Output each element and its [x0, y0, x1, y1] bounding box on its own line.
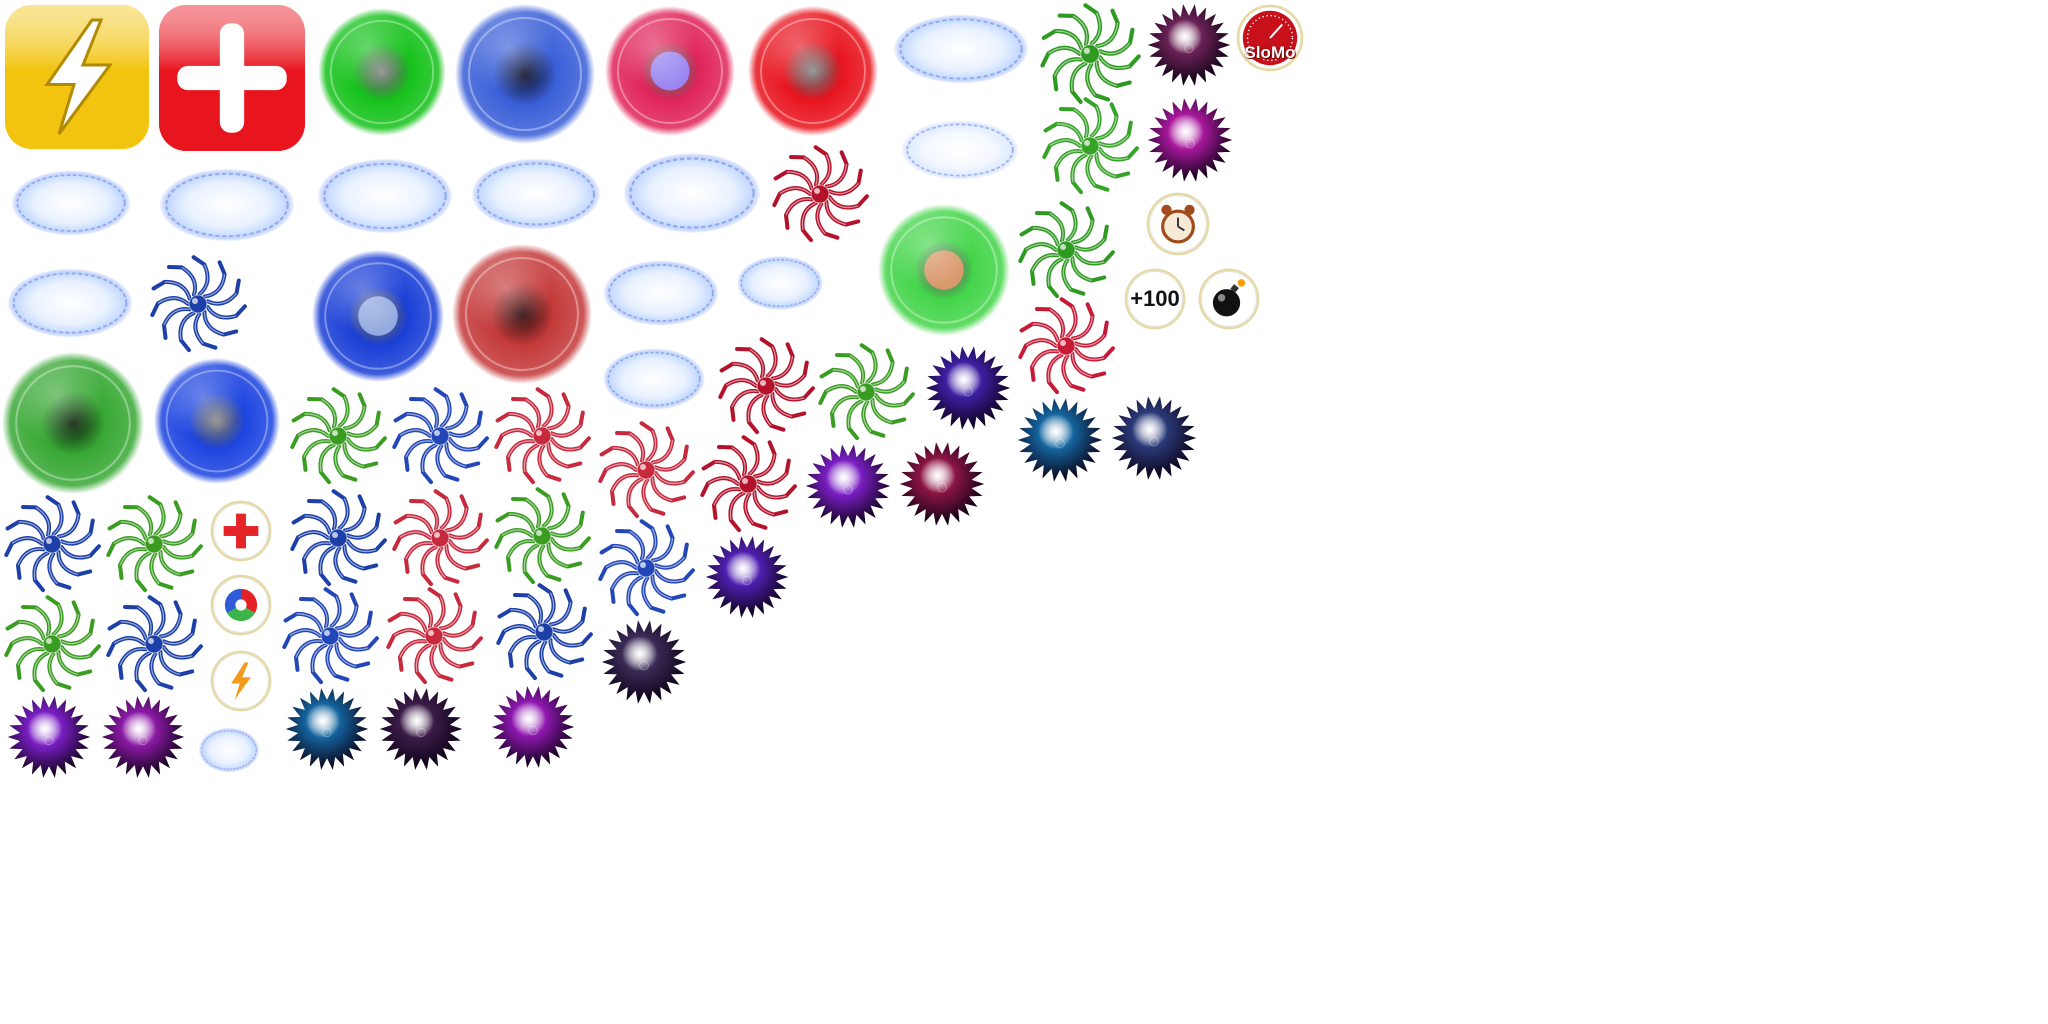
- blue-spider-virus: [596, 518, 696, 618]
- green-spider-virus: [492, 486, 592, 586]
- purple-spiky-virus: [6, 694, 92, 780]
- blue-spider-virus: [104, 594, 204, 694]
- blue-nucleus-cell: [312, 250, 444, 382]
- green-spider-virus: [816, 342, 916, 442]
- plum-spiky-virus: [600, 618, 688, 706]
- green-spider-virus: [1040, 96, 1140, 196]
- red-spider-virus: [390, 488, 490, 588]
- magenta-spiky-virus: [100, 694, 186, 780]
- electric-cloud: [6, 266, 134, 340]
- green-nucleus-cell: [878, 204, 1010, 336]
- red-cell: [748, 6, 878, 136]
- slowmo-gauge-icon: SloMo: [1236, 4, 1304, 72]
- blue-ring-cell: [455, 4, 595, 144]
- magenta-spiky-virus: [1146, 96, 1234, 184]
- green-spider-virus: [1038, 2, 1142, 106]
- red-spider-virus: [698, 434, 798, 534]
- electric-cloud: [316, 156, 454, 236]
- navy-spiky-virus: [1110, 394, 1198, 482]
- plum-spiky-virus: [1146, 2, 1232, 88]
- violet-spiky-virus: [704, 534, 790, 620]
- green-ring-cell: [2, 352, 144, 494]
- red-spider-virus: [384, 586, 484, 686]
- green-spider-virus: [288, 386, 388, 486]
- alarm-clock-icon: [1146, 192, 1210, 256]
- lightning-icon: [2, 2, 152, 152]
- electric-cloud: [622, 150, 762, 236]
- green-spider-virus: [2, 594, 102, 694]
- red-spider-virus: [716, 336, 816, 436]
- electric-cloud: [158, 166, 296, 244]
- electric-cloud: [198, 726, 260, 774]
- electric-cloud: [10, 168, 132, 238]
- electric-cloud: [470, 156, 602, 232]
- blue-spider-virus: [2, 494, 102, 594]
- lightning-icon: [210, 650, 272, 712]
- teal-spiky-virus: [1016, 396, 1104, 484]
- electric-cloud: [892, 12, 1030, 86]
- crimson-ring-cell: [452, 244, 592, 384]
- blue-spider-virus: [280, 586, 380, 686]
- teal-spiky-virus: [284, 686, 370, 772]
- score-bonus-label: +100: [1130, 286, 1180, 311]
- blue-spider-virus: [288, 488, 388, 588]
- red-spider-virus: [492, 386, 592, 486]
- electric-spark-faint: [900, 118, 1020, 182]
- electric-cloud: [736, 254, 824, 312]
- pink-nucleus-cell: [605, 6, 735, 136]
- electric-cloud: [602, 258, 720, 328]
- plus-icon: [156, 2, 308, 154]
- red-spider-virus: [596, 420, 696, 520]
- health-cross-icon: [210, 500, 272, 562]
- violet-spiky-virus: [804, 442, 892, 530]
- score-bonus-icon: +100: [1124, 268, 1186, 330]
- red-spider-virus: [1016, 296, 1116, 396]
- bomb-icon: [1198, 268, 1260, 330]
- blue-spider-virus: [494, 582, 594, 682]
- indigo-spiky-virus: [924, 344, 1012, 432]
- crimson-spiky-virus: [898, 440, 986, 528]
- slowmo-label: SloMo: [1244, 42, 1296, 62]
- plum-spiky-virus: [378, 686, 464, 772]
- blue-spider-virus: [390, 386, 490, 486]
- electric-cloud: [602, 346, 706, 412]
- green-spider-virus: [1016, 200, 1116, 300]
- green-spider-virus: [104, 494, 204, 594]
- rgb-wheel-icon: [210, 574, 272, 636]
- red-spider-virus: [770, 144, 870, 244]
- green-cell: [318, 8, 446, 136]
- blue-spider-virus: [148, 254, 248, 354]
- blue-cell: [154, 358, 280, 484]
- magenta-spiky-virus: [490, 684, 576, 770]
